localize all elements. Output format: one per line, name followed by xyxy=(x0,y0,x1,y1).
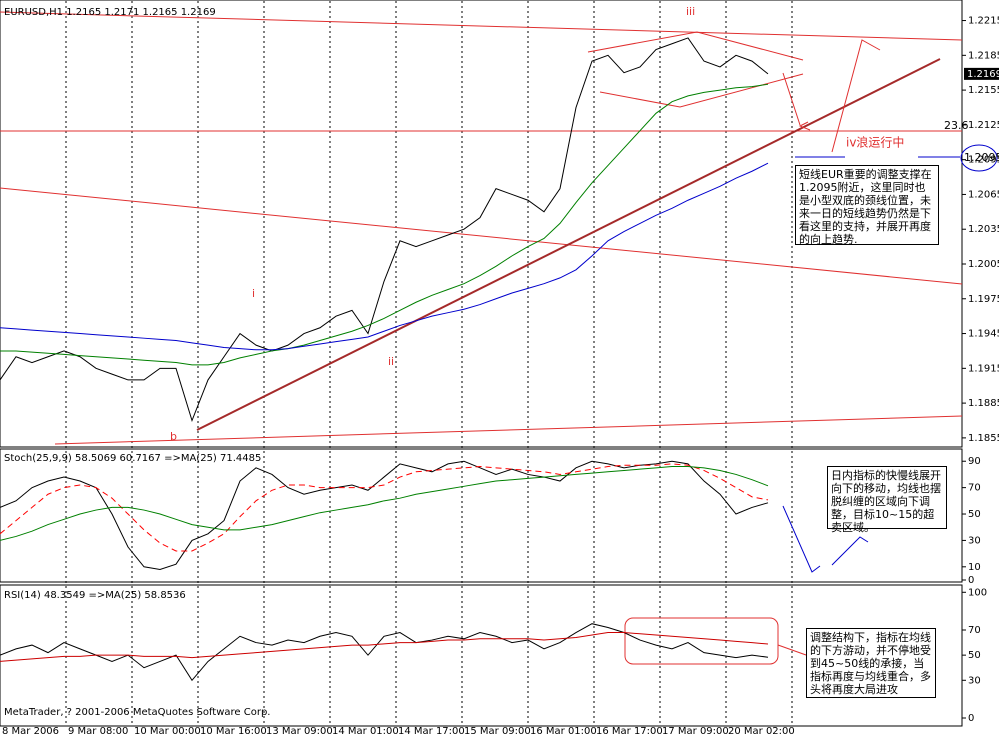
x-tick-label: 13 Mar 09:00 xyxy=(266,726,333,736)
annotation: 1.2095 xyxy=(964,151,999,164)
rsi-title: RSI(14) 48.3549 =>MA(25) 58.8536 xyxy=(4,590,186,601)
x-tick-label: 17 Mar 09:00 xyxy=(662,726,729,736)
x-tick-label: 10 Mar 00:00 xyxy=(134,726,201,736)
trend-lines xyxy=(0,11,998,665)
annotation: iii xyxy=(686,5,695,18)
y-tick-label: 1.2035 xyxy=(968,224,999,235)
x-tick-label: 16 Mar 17:00 xyxy=(596,726,663,736)
y-tick-label: 1.2065 xyxy=(968,189,999,200)
y-tick-label: 30 xyxy=(968,675,981,686)
note-stoch: 日内指标的快慢线展开向下的移动，均线也摆脱纠缠的区域向下调整，目标10~15的超… xyxy=(827,466,947,534)
annotation: b xyxy=(170,430,177,443)
y-tick-label: 100 xyxy=(968,587,987,598)
series-line xyxy=(0,466,769,541)
x-tick-label: 9 Mar 08:00 xyxy=(68,726,128,736)
x-tick-label: 8 Mar 2006 xyxy=(2,726,59,736)
y-tick-label: 0 xyxy=(968,575,974,586)
x-tick-label: 16 Mar 01:00 xyxy=(530,726,597,736)
y-tick-label: 1.2005 xyxy=(968,259,999,270)
stoch-title: Stoch(25,9,9) 58.5069 60.7167 =>MA(25) 7… xyxy=(4,453,261,464)
y-tick-label: 70 xyxy=(968,483,981,494)
note-rsi: 调整结构下，指标在均线的下方游动，并不停地受到45~50线的承接，当指标再度与均… xyxy=(806,628,936,698)
y-tick-label: 30 xyxy=(968,535,981,546)
note-price: 短线EUR重要的调整支撑在1.2095附近，这里同时也是小型双底的颈线位置，未来… xyxy=(795,165,939,246)
stoch-panel xyxy=(0,448,963,583)
y-tick-label: 50 xyxy=(968,509,981,520)
annotation: 23.6 xyxy=(944,119,969,132)
series-line xyxy=(0,162,769,351)
x-tick-label: 14 Mar 01:00 xyxy=(332,726,399,736)
y-tick-label: 1.2095 xyxy=(968,155,999,166)
y-tick-label: 1.1915 xyxy=(968,363,999,374)
vertical-grid xyxy=(65,1,793,725)
y-tick-label: 0 xyxy=(968,713,974,724)
y-tick-label: 1.2155 xyxy=(968,85,999,96)
series-line xyxy=(0,463,769,552)
series-line xyxy=(0,83,769,366)
y-tick-label: 1.1975 xyxy=(968,294,999,305)
y-tick-label: 1.2125 xyxy=(968,120,999,131)
x-tick-label: 10 Mar 16:00 xyxy=(200,726,267,736)
y-tick-label: 10 xyxy=(968,562,981,573)
y-tick-label: 1.1885 xyxy=(968,398,999,409)
x-tick-label: 14 Mar 17:00 xyxy=(398,726,465,736)
x-tick-label: 15 Mar 09:00 xyxy=(464,726,531,736)
series-line xyxy=(0,37,769,423)
price-label-box xyxy=(964,67,999,80)
annotation: ii xyxy=(388,355,394,368)
y-tick-label: 70 xyxy=(968,625,981,636)
rsi-panel xyxy=(0,584,963,727)
x-tick-label: 20 Mar 02:00 xyxy=(728,726,795,736)
series-line xyxy=(0,632,769,662)
y-tick-label: 1.1855 xyxy=(968,433,999,444)
y-tick-label: 1.2185 xyxy=(968,50,999,61)
y-tick-label: 1.1945 xyxy=(968,329,999,340)
annotation: i xyxy=(252,287,255,300)
y-tick-label: 1.2215 xyxy=(968,16,999,27)
price-title: EURUSD,H1 1.2165 1.2171 1.2165 1.2169 xyxy=(4,7,216,18)
annotation: iv浪运行中 xyxy=(846,135,904,150)
y-tick-label: 90 xyxy=(968,456,981,467)
y-tick-label: 50 xyxy=(968,650,981,661)
price-label: 1.2169 xyxy=(967,69,999,80)
footer: MetaTrader, ? 2001-2006 MetaQuotes Softw… xyxy=(4,707,270,718)
